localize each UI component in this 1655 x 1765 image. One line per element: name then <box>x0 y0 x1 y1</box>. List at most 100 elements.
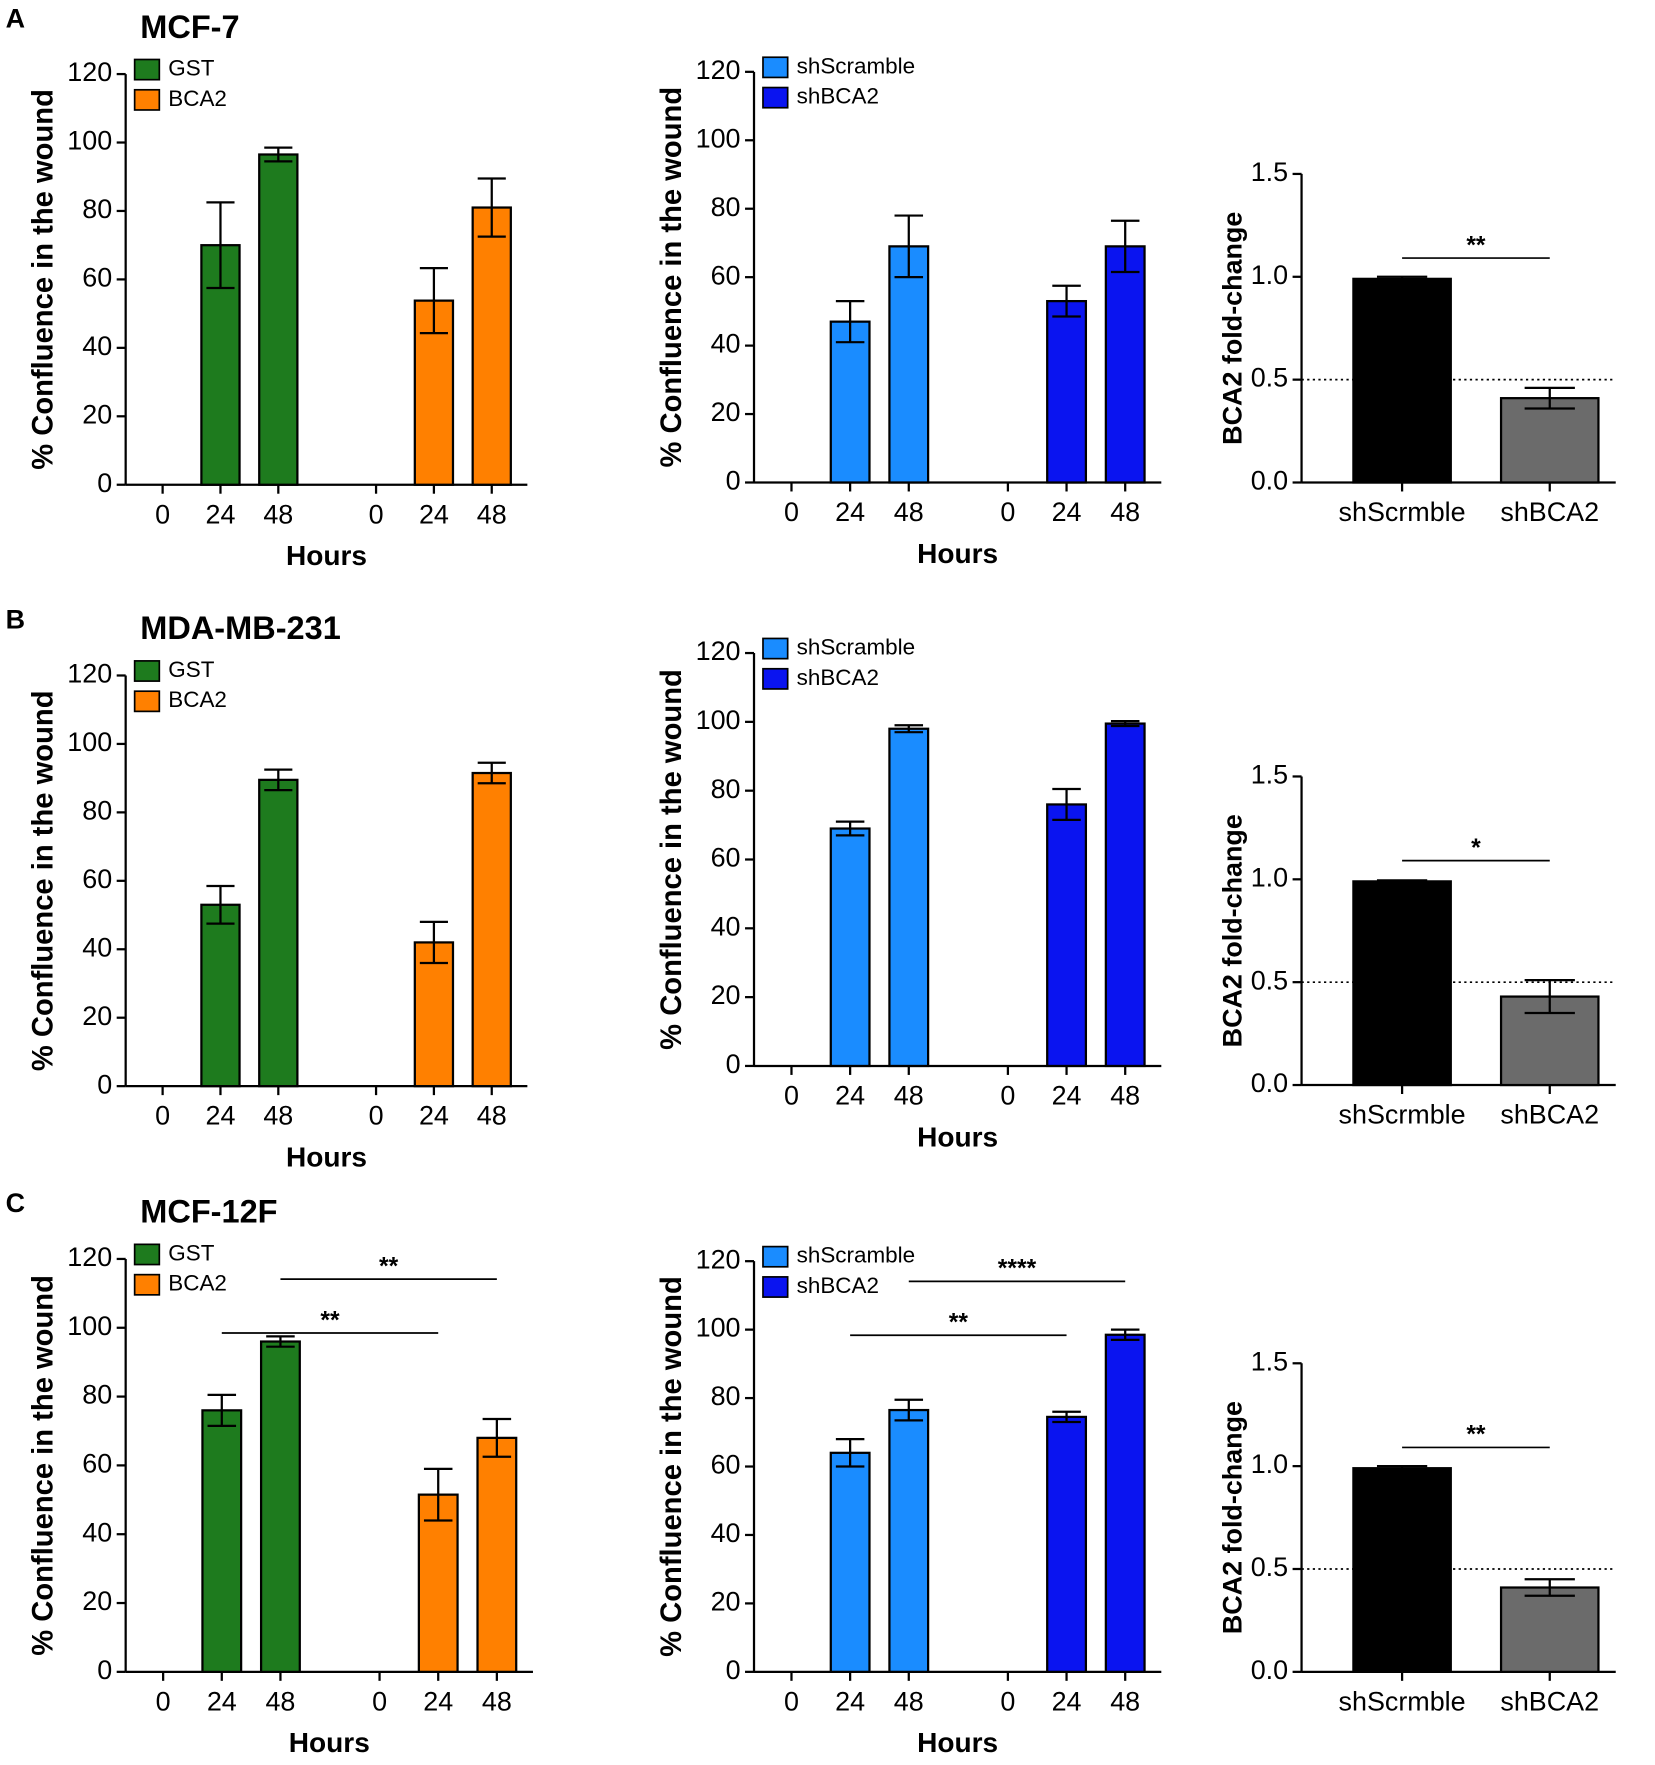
x-tick-label: 48 <box>1110 1686 1140 1716</box>
y-tick-label: 100 <box>696 1313 741 1343</box>
legend-swatch <box>133 1273 161 1296</box>
y-tick-label: 60 <box>82 263 112 293</box>
legend-label: shBCA2 <box>797 1273 879 1298</box>
significance-label: ** <box>320 1307 340 1334</box>
y-tick-label: 1.0 <box>1251 862 1288 892</box>
panel-label: A <box>6 3 25 33</box>
x-tick-label: 24 <box>835 1080 865 1110</box>
y-tick-label: 40 <box>82 932 112 962</box>
x-axis-title: Hours <box>286 540 367 571</box>
x-tick-label: 48 <box>477 1101 507 1131</box>
y-tick-label: 40 <box>711 911 741 941</box>
y-tick-label: 20 <box>82 399 112 429</box>
y-axis-title: BCA2 fold-change <box>1217 212 1247 445</box>
x-tick-label: 48 <box>894 497 924 527</box>
legend-label: shScramble <box>797 1243 915 1268</box>
y-tick-label: 40 <box>82 1517 112 1547</box>
x-tick-label: shBCA2 <box>1500 1686 1599 1716</box>
y-tick-label: 0 <box>97 468 112 498</box>
bar <box>417 1493 459 1673</box>
legend-label: GST <box>168 1240 214 1265</box>
x-tick-label: 0 <box>1000 1686 1015 1716</box>
bar <box>1104 1333 1146 1673</box>
y-tick-label: 80 <box>82 194 112 224</box>
y-tick-label: 20 <box>711 980 741 1010</box>
legend-swatch <box>762 86 789 109</box>
x-tick-label: 24 <box>835 1686 865 1716</box>
significance-label: ** <box>1466 232 1486 259</box>
y-tick-label: 120 <box>696 55 741 85</box>
significance-label: ** <box>949 1310 969 1337</box>
significance-label: ** <box>1466 1422 1486 1449</box>
x-tick-label: 48 <box>265 1686 295 1716</box>
x-tick-label: 48 <box>263 1101 293 1131</box>
bar <box>200 903 241 1088</box>
legend-swatch <box>133 690 161 713</box>
y-tick-label: 0.0 <box>1251 1655 1288 1685</box>
legend-swatch <box>762 637 789 660</box>
y-tick-label: 20 <box>711 1587 741 1617</box>
x-tick-label: 24 <box>207 1686 237 1716</box>
chart-title: MCF-12F <box>140 1194 277 1230</box>
legend-label: shScramble <box>797 634 915 659</box>
y-tick-label: 0.0 <box>1251 466 1288 496</box>
x-tick-label: 24 <box>423 1686 453 1716</box>
y-tick-label: 1.5 <box>1251 1346 1288 1376</box>
y-tick-label: 60 <box>711 260 741 290</box>
x-tick-label: 24 <box>205 499 235 529</box>
bar <box>471 771 512 1088</box>
y-tick-label: 20 <box>82 1001 112 1031</box>
x-tick-label: 0 <box>1000 497 1015 527</box>
y-axis-title: % Confluence in the wound <box>656 669 688 1050</box>
bar <box>1352 277 1452 484</box>
y-axis-title: % Confluence in the wound <box>656 87 688 468</box>
legend-label: shBCA2 <box>797 665 879 690</box>
y-tick-label: 1.5 <box>1251 157 1288 187</box>
legend-label: BCA2 <box>168 687 227 712</box>
y-tick-label: 0 <box>726 1655 741 1685</box>
x-tick-label: 48 <box>1110 497 1140 527</box>
x-tick-label: 0 <box>369 1101 384 1131</box>
x-tick-label: shBCA2 <box>1500 497 1599 527</box>
y-tick-label: 120 <box>696 636 741 666</box>
y-tick-label: 0 <box>726 466 741 496</box>
legend-swatch <box>133 58 161 81</box>
y-tick-label: 100 <box>67 727 112 757</box>
y-axis-title: BCA2 fold-change <box>1217 814 1247 1047</box>
bar <box>1352 880 1452 1087</box>
bar <box>476 1436 518 1673</box>
x-tick-label: 0 <box>372 1686 387 1716</box>
bar <box>258 153 299 486</box>
y-tick-label: 60 <box>82 864 112 894</box>
bar <box>1104 722 1146 1068</box>
bar <box>1104 245 1146 484</box>
bar <box>829 1451 871 1673</box>
y-tick-label: 60 <box>711 843 741 873</box>
bar <box>1046 803 1088 1068</box>
x-tick-label: 24 <box>205 1101 235 1131</box>
legend-label: BCA2 <box>168 1271 227 1296</box>
y-tick-label: 100 <box>696 123 741 153</box>
y-axis-title: % Confluence in the wound <box>28 1275 60 1656</box>
y-axis-title: % Confluence in the wound <box>656 1276 688 1657</box>
panel-label: C <box>6 1188 25 1218</box>
bar <box>201 1409 243 1673</box>
y-tick-label: 40 <box>711 1518 741 1548</box>
bar <box>1046 299 1088 484</box>
y-tick-label: 0 <box>726 1049 741 1079</box>
x-axis-title: Hours <box>289 1727 370 1758</box>
y-tick-label: 120 <box>696 1244 741 1274</box>
y-tick-label: 20 <box>711 397 741 427</box>
chart-title: MCF-7 <box>140 9 239 45</box>
y-tick-label: 1.0 <box>1251 260 1288 290</box>
x-tick-label: 48 <box>1110 1080 1140 1110</box>
x-tick-label: shScrmble <box>1339 497 1466 527</box>
x-tick-label: 24 <box>1052 1686 1082 1716</box>
legend-label: shScramble <box>797 53 915 78</box>
y-tick-label: 120 <box>67 659 112 689</box>
significance-label: ** <box>379 1253 399 1280</box>
bar <box>259 1340 301 1673</box>
y-tick-label: 80 <box>82 1380 112 1410</box>
x-tick-label: shScrmble <box>1339 1686 1466 1716</box>
